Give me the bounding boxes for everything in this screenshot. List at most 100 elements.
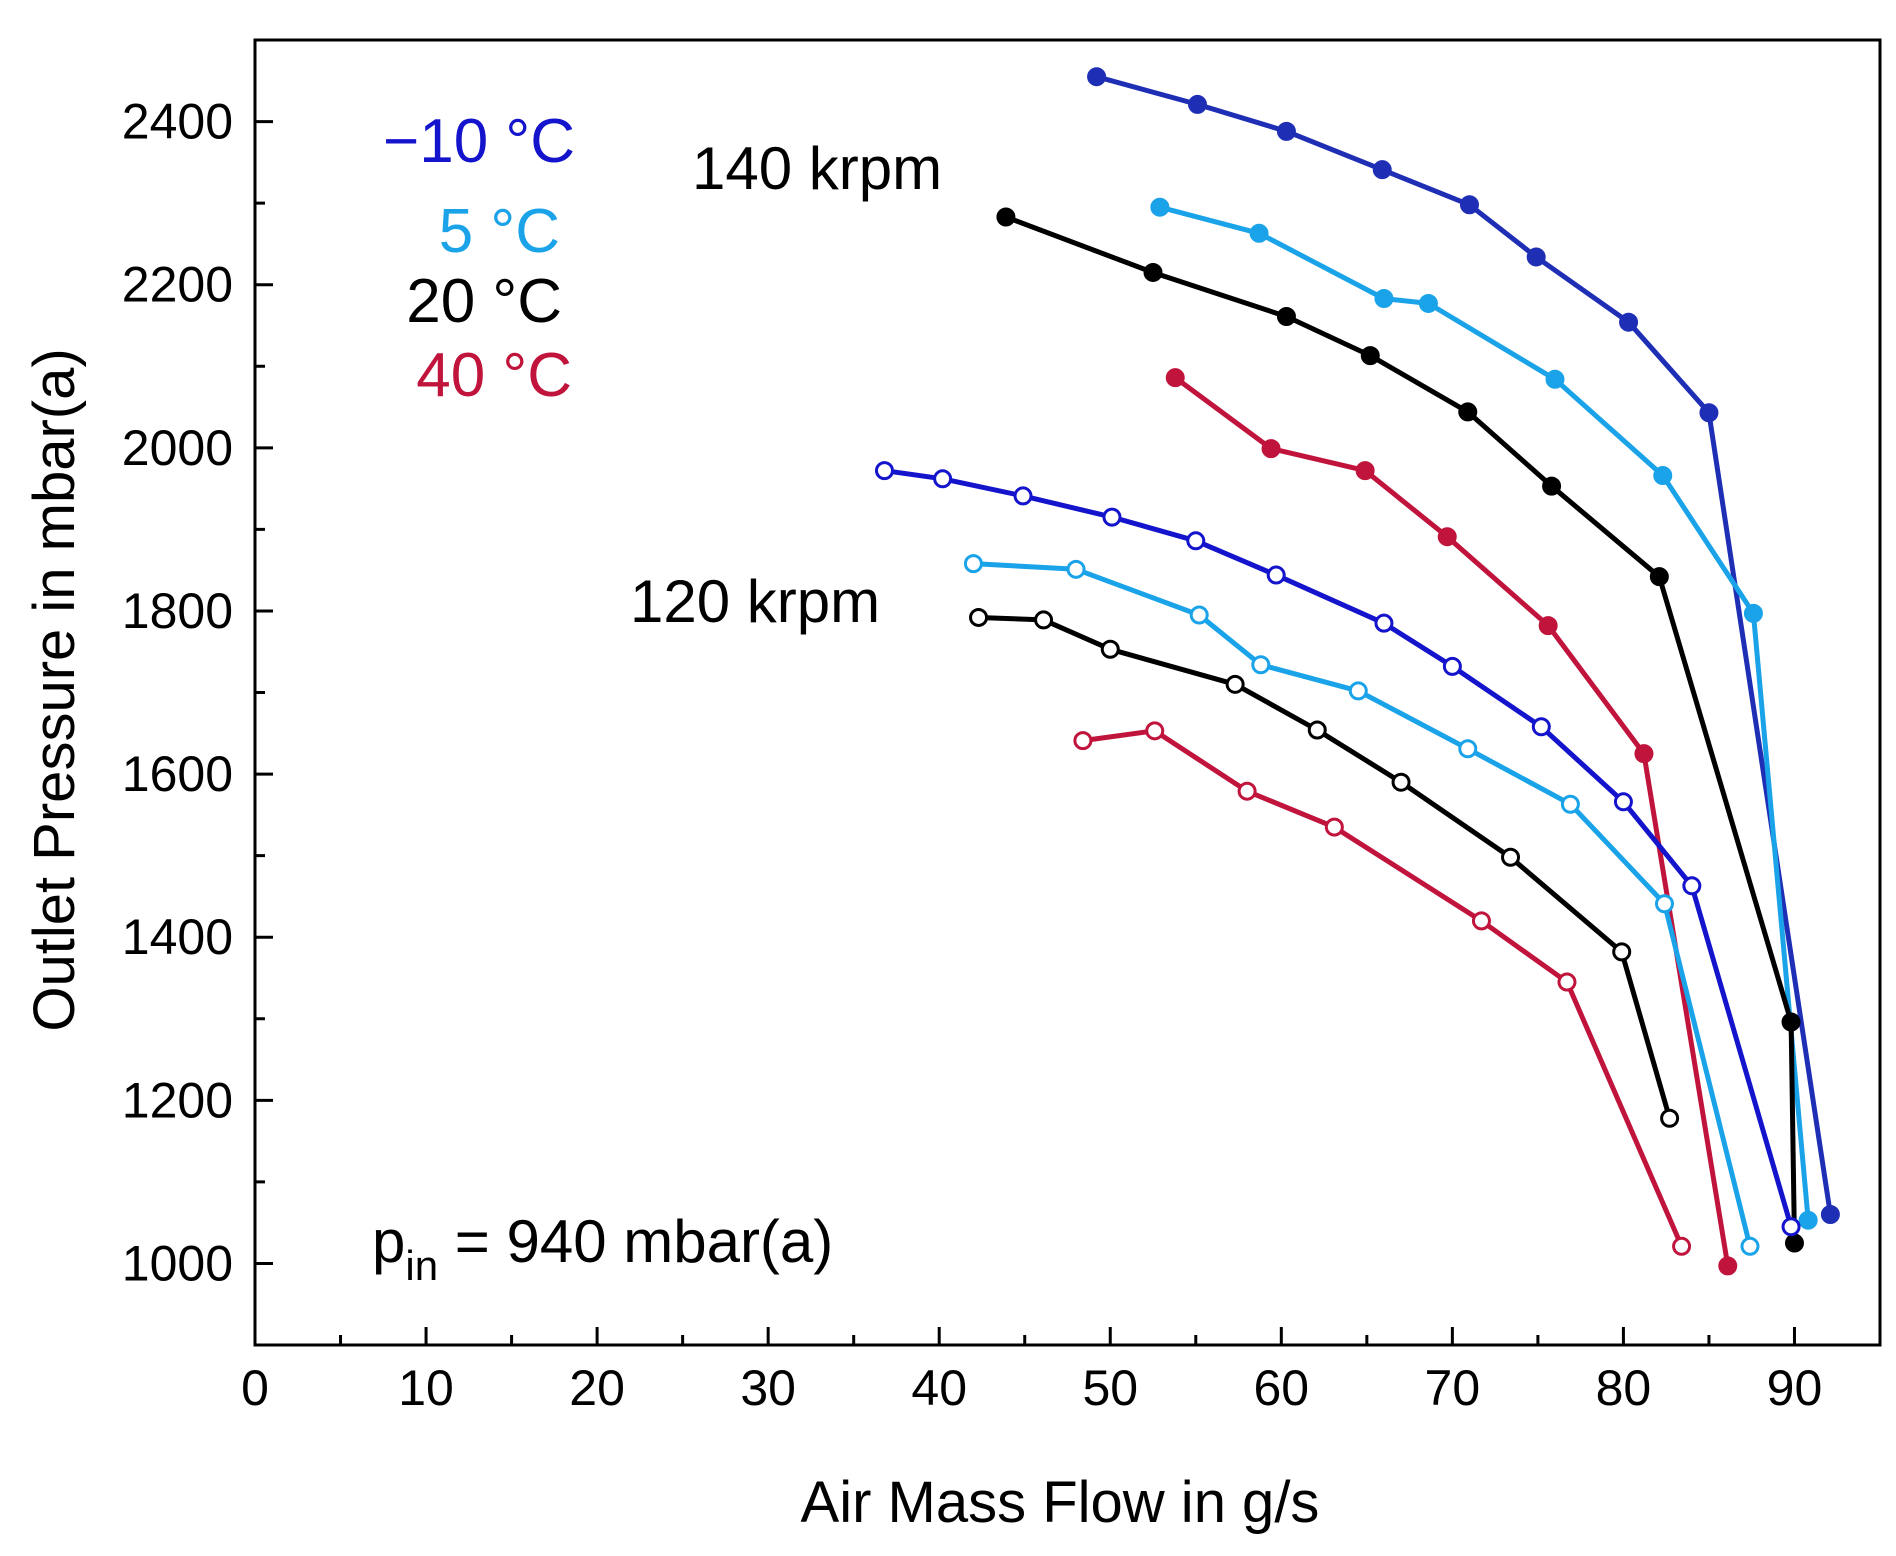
data-point: [1374, 613, 1394, 633]
data-point: [1740, 1236, 1760, 1256]
series-line: [973, 561, 1753, 1247]
data-point: [1143, 262, 1163, 282]
data-point: [1102, 507, 1122, 527]
y-tick-label: 2000: [122, 420, 233, 476]
data-point: [1471, 911, 1491, 931]
data-point: [1660, 1108, 1680, 1128]
data-point: [1557, 972, 1577, 992]
data-point: [1186, 531, 1206, 551]
series-layer: [874, 67, 1840, 1276]
data-point: [1442, 656, 1462, 676]
data-point: [1188, 94, 1207, 114]
legend-label-20: 20 °C: [406, 267, 562, 336]
x-tick-label: 10: [398, 1360, 454, 1416]
data-point: [1249, 223, 1269, 243]
data-point: [1798, 1210, 1818, 1230]
data-point: [1613, 792, 1633, 812]
data-point: [1355, 461, 1375, 481]
annotation-inlet-pressure: pin = 940 mbar(a): [372, 1208, 833, 1289]
data-point: [1437, 527, 1457, 547]
data-point: [1237, 781, 1257, 801]
data-point: [1699, 403, 1719, 423]
data-point: [1189, 605, 1209, 625]
legend-label-5: 5 °C: [439, 197, 560, 266]
data-point: [1251, 655, 1271, 675]
data-point: [1225, 674, 1245, 694]
y-tick-label: 2400: [122, 94, 233, 150]
y-tick-label: 1400: [122, 909, 233, 965]
series-1: [1150, 197, 1818, 1230]
x-tick-label: 80: [1596, 1360, 1652, 1416]
data-point: [1501, 847, 1521, 867]
data-point: [1672, 1236, 1692, 1256]
y-tick-label: 1000: [122, 1235, 233, 1291]
x-tick-label: 40: [911, 1360, 967, 1416]
data-point: [1458, 402, 1478, 422]
data-point: [874, 461, 894, 481]
x-tick-label: 50: [1082, 1360, 1138, 1416]
x-tick-label: 90: [1767, 1360, 1823, 1416]
series-0: [1087, 67, 1840, 1224]
data-point: [1073, 731, 1093, 751]
series-4: [874, 461, 1801, 1237]
series-5: [963, 554, 1760, 1256]
data-point: [1034, 610, 1054, 630]
data-point: [1307, 720, 1327, 740]
data-point: [1531, 717, 1551, 737]
x-tick-label: 60: [1254, 1360, 1310, 1416]
data-point: [1087, 67, 1107, 87]
inlet-pressure-value: = 940 mbar(a): [438, 1208, 833, 1275]
data-point: [1612, 942, 1632, 962]
data-point: [1391, 772, 1411, 792]
y-tick-label: 2200: [122, 257, 233, 313]
data-point: [969, 607, 989, 627]
series-7: [1073, 721, 1692, 1256]
data-point: [1526, 247, 1546, 267]
data-point: [1781, 1217, 1801, 1237]
data-point: [1458, 739, 1478, 759]
data-point: [1784, 1233, 1804, 1253]
annotation-140-krpm: 140 krpm: [692, 135, 942, 202]
data-point: [1781, 1012, 1801, 1032]
data-point: [1266, 565, 1286, 585]
data-point: [1066, 559, 1086, 579]
axes-layer: 0 10 20 30 40 50 60 70 80 90 1000 1200 1400 1600 1800 2…: [122, 38, 1882, 1416]
data-point: [1372, 160, 1392, 180]
data-point: [1654, 894, 1674, 914]
data-point: [1682, 876, 1702, 896]
inlet-pressure-subscript: in: [405, 1242, 438, 1289]
data-point: [1165, 368, 1185, 388]
data-point: [1538, 616, 1558, 636]
series-line: [1159, 204, 1811, 1221]
series-6: [969, 607, 1680, 1128]
x-tick-label: 70: [1425, 1360, 1481, 1416]
series-line: [1005, 214, 1797, 1244]
data-point: [1634, 744, 1654, 764]
inlet-pressure-symbol: p: [372, 1208, 405, 1275]
series-line: [1095, 74, 1833, 1215]
data-point: [1542, 476, 1562, 496]
y-tick-label: 1200: [122, 1072, 233, 1128]
data-point: [1100, 639, 1120, 659]
data-point: [1150, 197, 1170, 217]
data-point: [1560, 794, 1580, 814]
data-point: [1653, 466, 1673, 486]
data-point: [933, 469, 953, 489]
data-point: [1619, 312, 1639, 332]
data-point: [1374, 289, 1394, 309]
data-point: [1360, 346, 1380, 366]
series-3: [1165, 368, 1738, 1276]
x-tick-label: 30: [740, 1360, 796, 1416]
data-point: [963, 554, 983, 574]
legend-label-40: 40 °C: [416, 341, 572, 410]
data-point: [1459, 195, 1479, 215]
y-tick-label: 1600: [122, 746, 233, 802]
data-point: [996, 207, 1016, 227]
data-point: [1649, 567, 1669, 587]
data-point: [1820, 1205, 1840, 1224]
annotation-120-krpm: 120 krpm: [630, 568, 880, 635]
data-point: [1261, 439, 1281, 459]
series-2: [996, 207, 1804, 1253]
series-line: [978, 615, 1673, 1119]
